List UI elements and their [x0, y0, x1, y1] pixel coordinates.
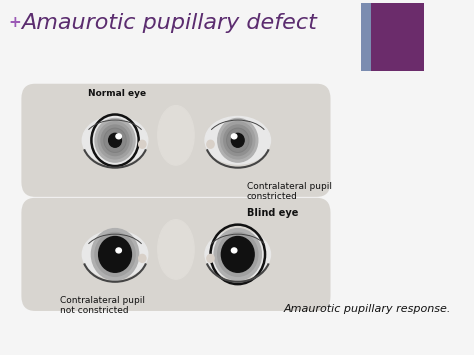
Circle shape [221, 236, 254, 272]
FancyBboxPatch shape [21, 84, 330, 197]
Circle shape [225, 240, 251, 269]
Text: Contralateral pupil
constricted: Contralateral pupil constricted [247, 182, 332, 201]
Circle shape [102, 240, 128, 269]
Circle shape [221, 122, 255, 159]
Circle shape [91, 229, 139, 280]
Circle shape [95, 119, 135, 162]
Circle shape [207, 255, 214, 262]
Ellipse shape [82, 231, 148, 278]
Circle shape [228, 129, 248, 151]
Text: Blind eye: Blind eye [247, 208, 298, 218]
Text: Amaurotic pupillary defect: Amaurotic pupillary defect [21, 13, 317, 33]
Circle shape [95, 233, 135, 276]
FancyBboxPatch shape [372, 4, 424, 71]
Circle shape [139, 255, 146, 262]
Ellipse shape [205, 116, 271, 164]
Circle shape [99, 236, 131, 272]
Circle shape [226, 241, 250, 267]
Circle shape [224, 125, 252, 155]
Circle shape [98, 122, 132, 159]
Circle shape [109, 133, 121, 147]
Circle shape [221, 236, 255, 272]
Circle shape [104, 128, 126, 152]
Circle shape [103, 241, 127, 267]
Ellipse shape [231, 134, 237, 139]
Text: Normal eye: Normal eye [88, 89, 146, 98]
Circle shape [139, 140, 146, 148]
Circle shape [218, 119, 258, 162]
Circle shape [214, 229, 262, 280]
Circle shape [105, 129, 125, 151]
Ellipse shape [231, 248, 237, 253]
Circle shape [101, 125, 129, 155]
Ellipse shape [158, 105, 194, 165]
Ellipse shape [116, 248, 121, 253]
Ellipse shape [158, 220, 194, 279]
Text: Amaurotic pupillary response.: Amaurotic pupillary response. [283, 304, 451, 314]
Ellipse shape [205, 231, 271, 278]
Text: +: + [9, 15, 21, 30]
Ellipse shape [116, 134, 121, 139]
Circle shape [207, 140, 214, 148]
FancyBboxPatch shape [361, 4, 372, 71]
Ellipse shape [82, 116, 148, 164]
Circle shape [218, 233, 258, 276]
Circle shape [99, 236, 132, 272]
Text: Contralateral pupil
not constricted: Contralateral pupil not constricted [61, 296, 146, 316]
Circle shape [231, 133, 244, 147]
Circle shape [227, 128, 249, 152]
FancyBboxPatch shape [21, 198, 330, 311]
